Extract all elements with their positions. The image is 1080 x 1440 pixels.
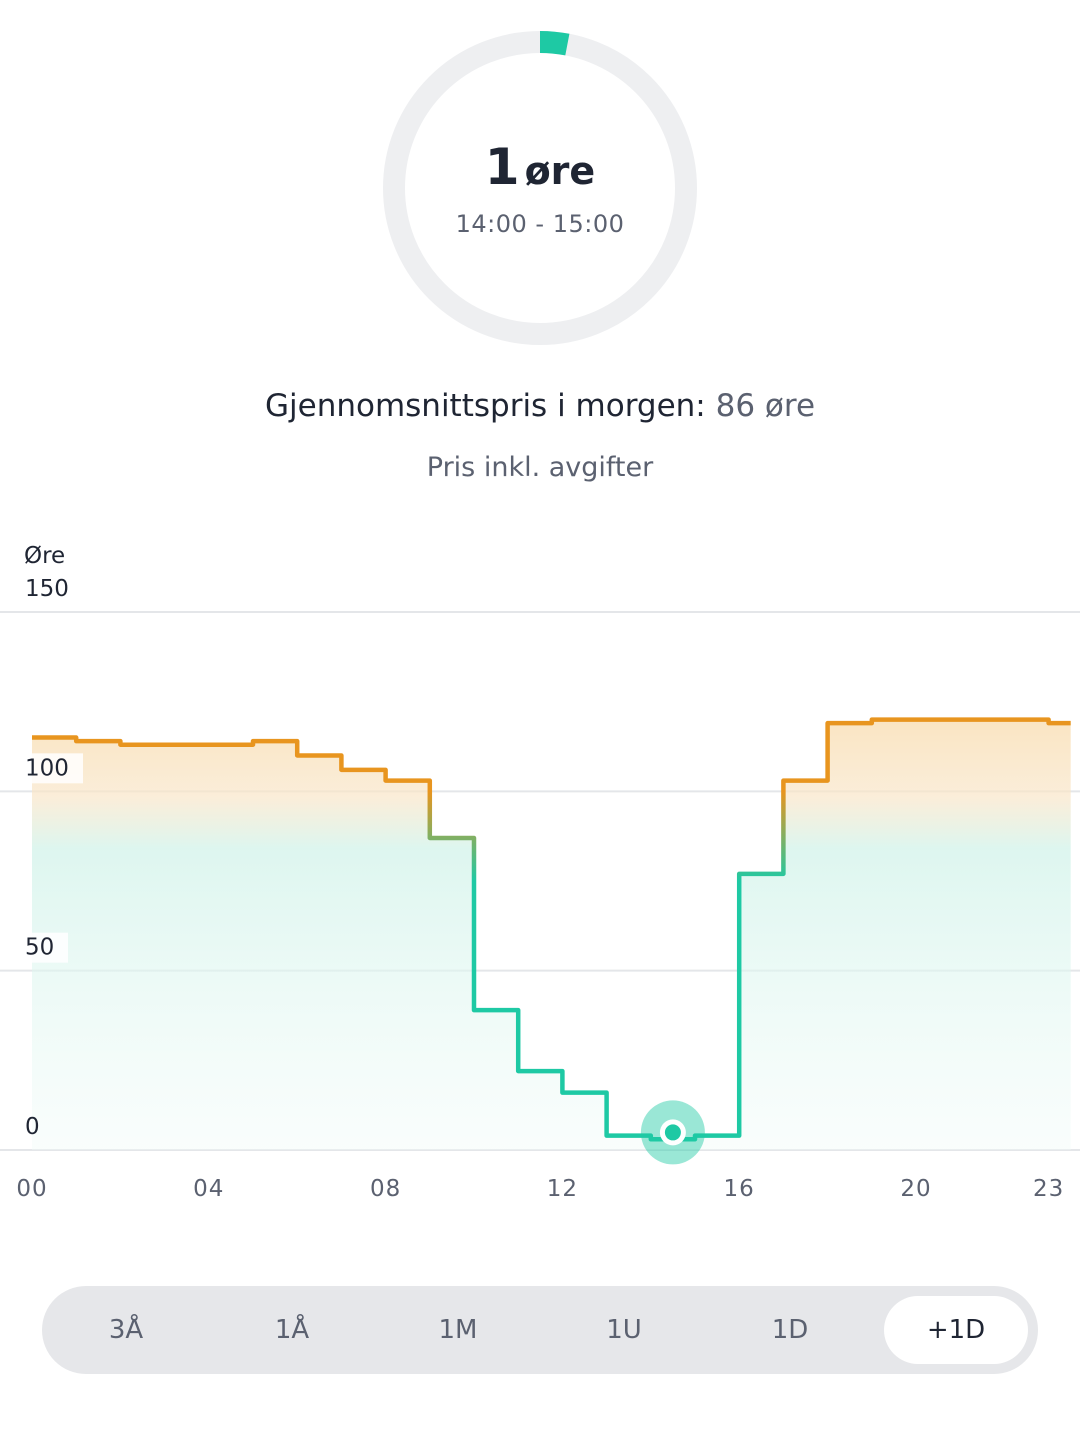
price-gauge: 1 øre 14:00 - 15:00	[382, 30, 698, 346]
selected-point	[664, 1124, 681, 1141]
x-tick-label: 08	[370, 1176, 401, 1202]
y-tick-bg	[24, 753, 83, 784]
gauge-fill	[383, 31, 697, 345]
range-option-2[interactable]: 1M	[438, 1315, 478, 1345]
price-line	[32, 717, 1071, 1142]
range-option-5[interactable]: +1D	[884, 1296, 1028, 1364]
range-selector: 3Å 1Å 1M 1U 1D +1D	[42, 1286, 1038, 1374]
y-axis-label: Øre	[24, 543, 66, 569]
range-option-1[interactable]: 1Å	[274, 1315, 310, 1345]
y-tick-label: 100	[25, 755, 69, 781]
x-tick-label: 23	[1033, 1176, 1064, 1202]
current-price-value: 1	[484, 138, 520, 196]
average-price: Gjennomsnittspris i morgen: 86 øre	[0, 388, 1080, 424]
range-option-4[interactable]: 1D	[771, 1315, 809, 1345]
x-tick-label: 20	[900, 1176, 931, 1202]
current-price-unit: øre	[524, 149, 596, 193]
range-option-0[interactable]: 3Å	[108, 1315, 144, 1345]
y-tick-label: 0	[25, 1114, 40, 1140]
price-area	[32, 719, 1071, 1150]
current-price: 1 øre	[382, 138, 698, 196]
price-note: Pris inkl. avgifter	[426, 452, 654, 483]
range-option-3[interactable]: 1U	[606, 1315, 642, 1345]
gauge-ring	[383, 31, 697, 345]
average-price-label: Gjennomsnittspris i morgen:	[264, 388, 706, 424]
y-tick-bg	[24, 932, 68, 963]
average-price-value: 86 øre	[715, 388, 816, 424]
price-chart[interactable]: 0 50 100 150 00 04 08 12 16 20 23	[0, 570, 1080, 1210]
x-tick-label: 12	[547, 1176, 578, 1202]
x-tick-label: 16	[724, 1176, 755, 1202]
y-tick-label: 50	[25, 935, 54, 961]
current-time-range: 14:00 - 15:00	[455, 210, 625, 238]
y-tick-label: 150	[25, 576, 69, 602]
x-tick-label: 00	[16, 1176, 47, 1202]
x-tick-label: 04	[193, 1176, 224, 1202]
